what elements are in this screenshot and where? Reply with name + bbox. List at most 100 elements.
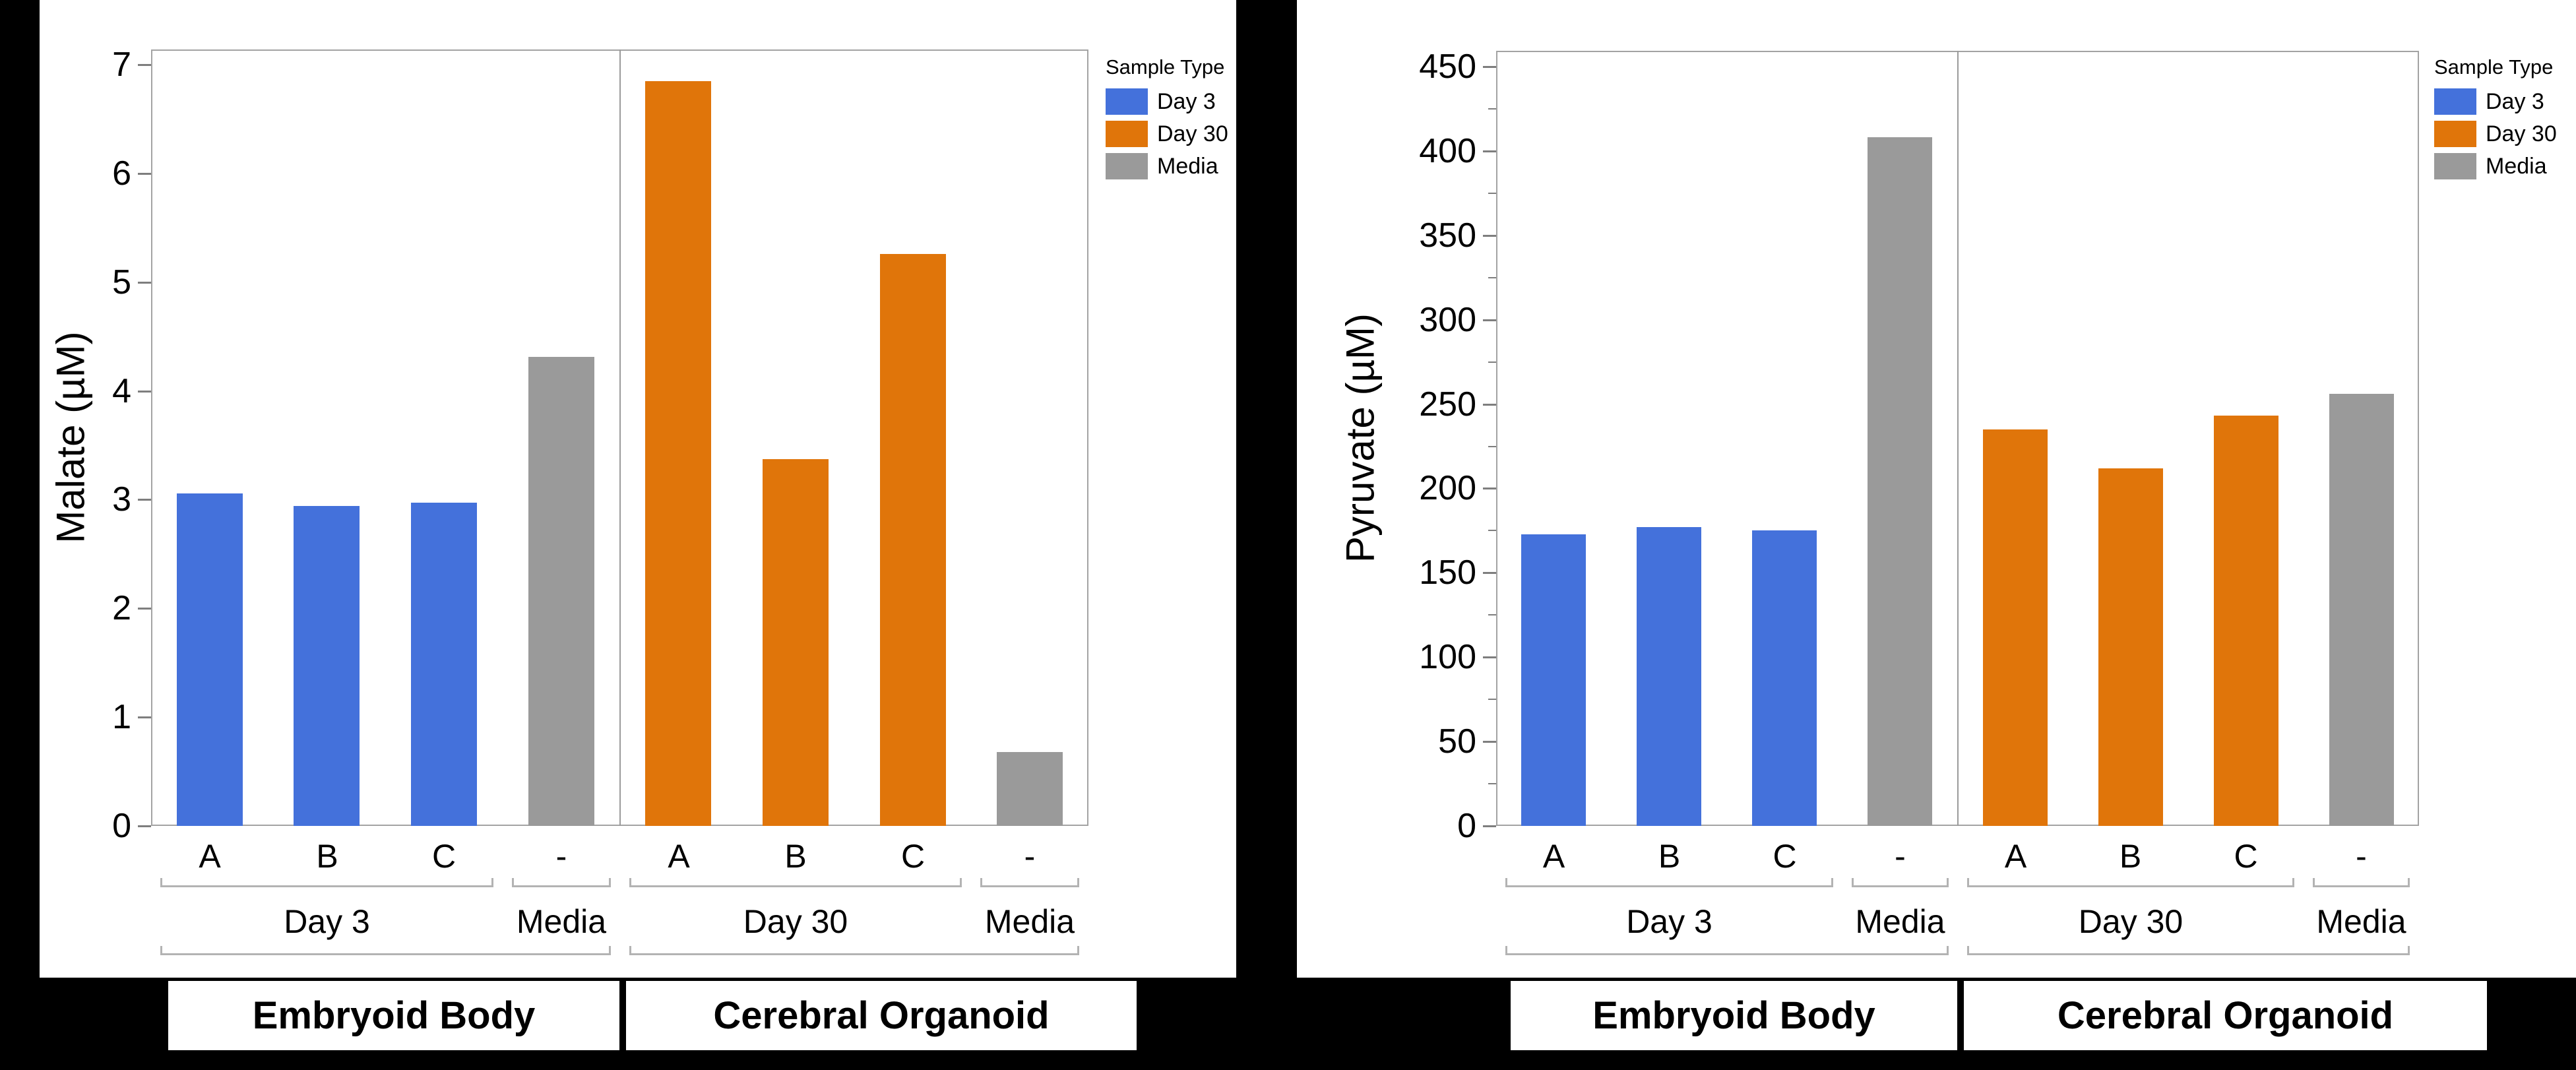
category-label-c: C [1773, 838, 1797, 875]
y-axis-minor-tick [1488, 277, 1496, 278]
y-axis-minor-tick [1488, 108, 1496, 110]
category-label--: - [555, 838, 567, 875]
legend-title: Sample Type [1106, 55, 1225, 79]
bar-media-- [2329, 394, 2394, 826]
category-label-a: A [668, 838, 690, 875]
y-axis-minor-tick [1488, 193, 1496, 194]
group-label-day3: Day 3 [284, 903, 370, 940]
group-label-day30: Day 30 [743, 903, 848, 940]
bar-day30-B [763, 459, 829, 826]
y-tick-label: 4 [112, 372, 131, 410]
bar-day30-A [645, 81, 711, 826]
y-axis-major-tick [1483, 404, 1496, 406]
legend-row-media: Media [2434, 153, 2557, 179]
y-axis-major-tick [138, 499, 151, 501]
bar-media-- [528, 357, 594, 826]
pyruvate-chart-panel: Pyruvate (µM) Sample Type Day 3 Day 30 M… [1297, 0, 2576, 978]
bar-day30-B [2098, 468, 2163, 826]
supergroup-bracket [160, 946, 611, 955]
bar-day30-C [880, 254, 946, 826]
group-bracket [1852, 878, 1949, 887]
y-axis-major-tick [1483, 66, 1496, 68]
group-bracket [629, 878, 962, 887]
legend-label-day3: Day 3 [2486, 88, 2544, 114]
y-tick-label: 6 [112, 154, 131, 193]
legend-row-day30: Day 30 [1106, 121, 1228, 147]
group-label-media: Media [516, 903, 607, 940]
category-label-a: A [1542, 838, 1565, 875]
bar-media-- [997, 752, 1063, 826]
legend-row-day3: Day 3 [2434, 88, 2557, 115]
group-bracket [160, 878, 493, 887]
legend-row-media: Media [1106, 153, 1228, 179]
y-tick-label: 300 [1419, 301, 1476, 339]
category-label-b: B [1658, 838, 1681, 875]
bar-day3-C [411, 503, 477, 826]
band-divider [619, 981, 626, 1050]
group-label-media: Media [984, 903, 1075, 940]
bar-day30-C [2214, 416, 2278, 826]
y-tick-label: 0 [112, 807, 131, 845]
supergroup-bracket [1967, 946, 2410, 955]
section-divider-line [619, 49, 621, 826]
group-label-day3: Day 3 [1626, 903, 1712, 940]
band-divider [1957, 981, 1964, 1050]
bar-day30-A [1983, 429, 2048, 826]
legend: Sample Type Day 3 Day 30 Media [2434, 55, 2557, 185]
y-axis-major-tick [1483, 741, 1496, 743]
y-axis-minor-tick [1488, 446, 1496, 447]
category-label-b: B [316, 838, 338, 875]
legend-label-day3: Day 3 [1157, 88, 1216, 114]
supergroup-bracket [1505, 946, 1949, 955]
y-tick-label: 1 [112, 698, 131, 736]
group-label-day30: Day 30 [2078, 903, 2183, 940]
y-tick-label: 250 [1419, 385, 1476, 424]
category-label-b: B [784, 838, 807, 875]
y-tick-label: 100 [1419, 638, 1476, 676]
y-tick-label: 5 [112, 263, 131, 301]
legend-label-media: Media [2486, 153, 2547, 179]
y-tick-label: 3 [112, 480, 131, 519]
legend: Sample Type Day 3 Day 30 Media [1106, 55, 1228, 185]
y-axis-major-tick [138, 173, 151, 175]
day30-swatch-icon [2434, 121, 2476, 147]
y-axis-major-tick [138, 716, 151, 718]
bar-media-- [1868, 137, 1932, 826]
group-bracket [2313, 878, 2410, 887]
y-tick-label: 450 [1419, 47, 1476, 86]
cerebral-organoid-label: Cerebral Organoid [2057, 994, 2394, 1037]
embryoid-body-label: Embryoid Body [1592, 994, 1875, 1037]
bar-day3-B [1637, 527, 1701, 826]
y-tick-label: 350 [1419, 216, 1476, 255]
legend-label-media: Media [1157, 153, 1218, 179]
malate-chart-panel: Malate (µM) Sample Type Day 3 Day 30 Med… [40, 0, 1236, 978]
media-swatch-icon [1106, 153, 1148, 179]
y-tick-label: 7 [112, 46, 131, 84]
cerebral-organoid-label: Cerebral Organoid [713, 994, 1050, 1037]
section-divider-line [1957, 51, 1959, 826]
y-axis-major-tick [1483, 150, 1496, 152]
legend-title: Sample Type [2434, 55, 2554, 79]
group-label-media: Media [1855, 903, 1945, 940]
y-axis-major-tick [1483, 235, 1496, 237]
y-axis-major-tick [1483, 656, 1496, 658]
day3-swatch-icon [1106, 88, 1148, 115]
group-bracket [512, 878, 611, 887]
y-axis-major-tick [138, 282, 151, 284]
media-swatch-icon [2434, 153, 2476, 179]
embryoid-body-label: Embryoid Body [252, 994, 536, 1037]
group-bracket [980, 878, 1079, 887]
category-label--: - [1895, 838, 1906, 875]
y-tick-label: 400 [1419, 132, 1476, 170]
y-axis-major-tick [1483, 572, 1496, 574]
bar-day3-C [1752, 530, 1817, 826]
y-axis-major-tick [1483, 488, 1496, 489]
y-axis-major-tick [1483, 825, 1496, 827]
legend-label-day30: Day 30 [2486, 121, 2557, 146]
y-axis-major-tick [138, 64, 151, 66]
pyruvate-supergroup-band: Embryoid Body Cerebral Organoid [1511, 981, 2487, 1050]
malate-supergroup-band: Embryoid Body Cerebral Organoid [168, 981, 1137, 1050]
bar-day3-B [294, 506, 360, 826]
legend-label-day30: Day 30 [1157, 121, 1228, 146]
